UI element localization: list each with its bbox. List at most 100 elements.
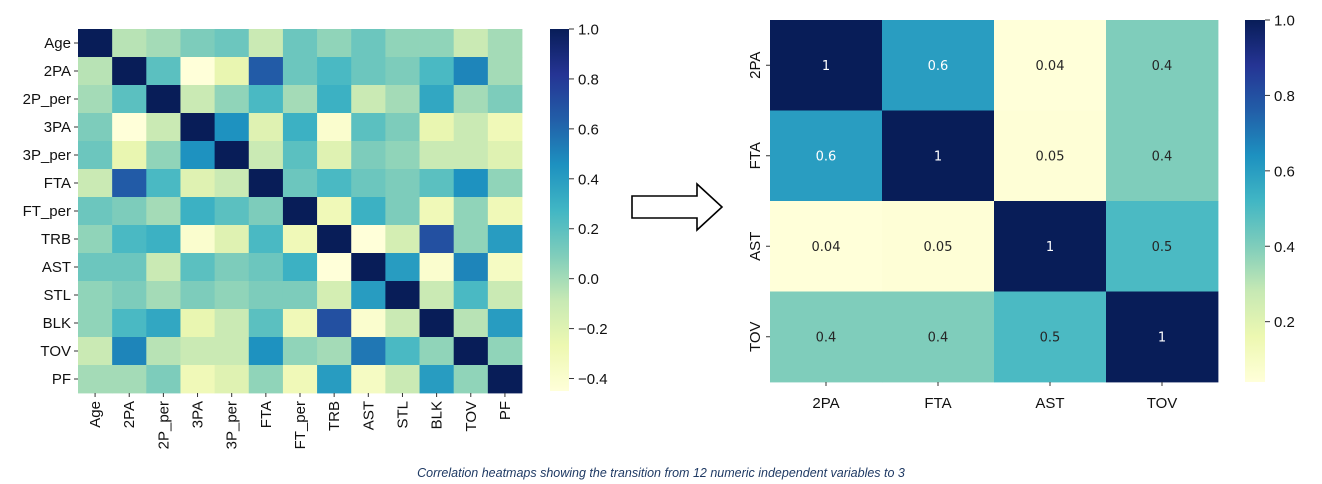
- y-tick-label: PF: [52, 371, 71, 388]
- heatmap-cell: [146, 85, 181, 114]
- heatmap-cell: [282, 169, 318, 198]
- heatmap-cell: [248, 309, 284, 338]
- heatmap-cell: [180, 197, 216, 226]
- heatmap-cell: [112, 281, 147, 310]
- heatmap-cell: [882, 291, 995, 383]
- colorbar-tick-label: 0.8: [578, 71, 599, 88]
- heatmap-cell: [419, 57, 455, 86]
- heatmap-cell: [282, 141, 318, 170]
- colorbar-tick-label: 0.0: [578, 271, 599, 288]
- heatmap-cell: [214, 337, 250, 366]
- heatmap-cell: [214, 169, 250, 198]
- heatmap-cell: [214, 365, 250, 394]
- heatmap-cell: [146, 281, 181, 310]
- x-tick-label: Age: [87, 401, 104, 428]
- heatmap-cell: [180, 29, 216, 58]
- heatmap-cell: [770, 201, 883, 292]
- heatmap-cell: [282, 281, 318, 310]
- heatmap-4-vars: 1 0.6 0.04 0.4 0.6 1 0.05 0.4 0.04 0.05 1 0.5 0.4 0.4…: [747, 20, 1219, 412]
- heatmap-cell: [1106, 201, 1219, 292]
- heatmap-cell: [351, 253, 386, 282]
- heatmap-cell: [146, 309, 181, 338]
- y-tick-label: FTA: [44, 175, 71, 192]
- cell-label: 0.4: [1152, 149, 1173, 164]
- heatmap-cell: [282, 337, 318, 366]
- heatmap-cell: [146, 225, 181, 254]
- heatmap-cell: [78, 197, 113, 226]
- heatmap-cell: [214, 225, 250, 254]
- heatmap-cell: [419, 281, 455, 310]
- heatmap-cell: [180, 337, 216, 366]
- heatmap-cell: [487, 225, 523, 254]
- heatmap-cell: [282, 85, 318, 114]
- heatmap-cell: [453, 253, 489, 282]
- heatmap-cell: [78, 113, 113, 142]
- heatmap-cell: [317, 169, 352, 198]
- cell-label: 0.05: [924, 240, 953, 255]
- cell-label: 1: [1158, 330, 1166, 345]
- heatmap-cell: [419, 365, 455, 394]
- heatmap-cell: [385, 29, 420, 58]
- heatmap-cell: [282, 57, 318, 86]
- colorbar-tick-label: −0.2: [578, 321, 608, 338]
- heatmap-cell: [487, 141, 523, 170]
- y-tick-label: TOV: [40, 343, 71, 360]
- heatmap-cell: [248, 253, 284, 282]
- heatmap-cell: [317, 141, 352, 170]
- heatmap-cell: [112, 85, 147, 114]
- heatmap-cell: [487, 85, 523, 114]
- y-tick-label: 2PA: [747, 52, 764, 79]
- heatmap-cell: [112, 309, 147, 338]
- colorbar-gradient: [1245, 20, 1265, 382]
- heatmap-cell: [351, 29, 386, 58]
- heatmap-cell: [146, 197, 181, 226]
- heatmap-cell: [112, 113, 147, 142]
- heatmap-cell: [248, 141, 284, 170]
- heatmap-cell: [146, 113, 181, 142]
- heatmap-cell: [248, 281, 284, 310]
- heatmap-cell: [385, 309, 420, 338]
- x-tick-label: 3P_per: [224, 401, 241, 449]
- heatmap-cell: [78, 57, 113, 86]
- x-tick-label: AST: [1035, 395, 1064, 412]
- heatmap-cell: [248, 113, 284, 142]
- heatmap-cell: [180, 225, 216, 254]
- heatmap-cell: [282, 197, 318, 226]
- y-tick-label: TRB: [41, 231, 71, 248]
- heatmap-cell: [78, 365, 113, 394]
- heatmap-cell: [248, 85, 284, 114]
- heatmap-cell: [282, 365, 318, 394]
- heatmap-cell: [453, 57, 489, 86]
- heatmap-cell: [351, 57, 386, 86]
- colorbar-4-vars: 1.0 0.8 0.6 0.4 0.2: [1245, 13, 1295, 382]
- heatmap-cell: [351, 225, 386, 254]
- heatmap-cell: [419, 337, 455, 366]
- x-tick-label: AST: [360, 401, 377, 430]
- heatmap-cell: [419, 225, 455, 254]
- heatmap-cell: [146, 169, 181, 198]
- heatmap-cell: [146, 365, 181, 394]
- heatmap-cell: [351, 113, 386, 142]
- heatmap-cell: [214, 85, 250, 114]
- colorbar-tick-label: 1.0: [578, 22, 599, 39]
- colorbar-tick-label: 0.6: [578, 121, 599, 138]
- heatmap-cell: [385, 337, 420, 366]
- heatmap-cell: [882, 20, 995, 111]
- heatmap-cell: [487, 197, 523, 226]
- heatmap-cell: [180, 169, 216, 198]
- heatmap-cell: [112, 169, 147, 198]
- cell-label: 0.4: [928, 330, 949, 345]
- heatmap-cell: [248, 365, 284, 394]
- heatmap-cell: [78, 309, 113, 338]
- y-tick-label: 2P_per: [23, 91, 71, 108]
- heatmap-cell: [282, 113, 318, 142]
- heatmap-cell: [419, 309, 455, 338]
- heatmap-cell: [317, 337, 352, 366]
- heatmap-cell: [453, 225, 489, 254]
- right-arrow-icon: [631, 182, 724, 232]
- colorbar-tick-label: 0.6: [1274, 163, 1295, 180]
- heatmap-cell: [994, 201, 1107, 292]
- heatmap-cell: [78, 169, 113, 198]
- heatmap-cell: [1106, 20, 1219, 111]
